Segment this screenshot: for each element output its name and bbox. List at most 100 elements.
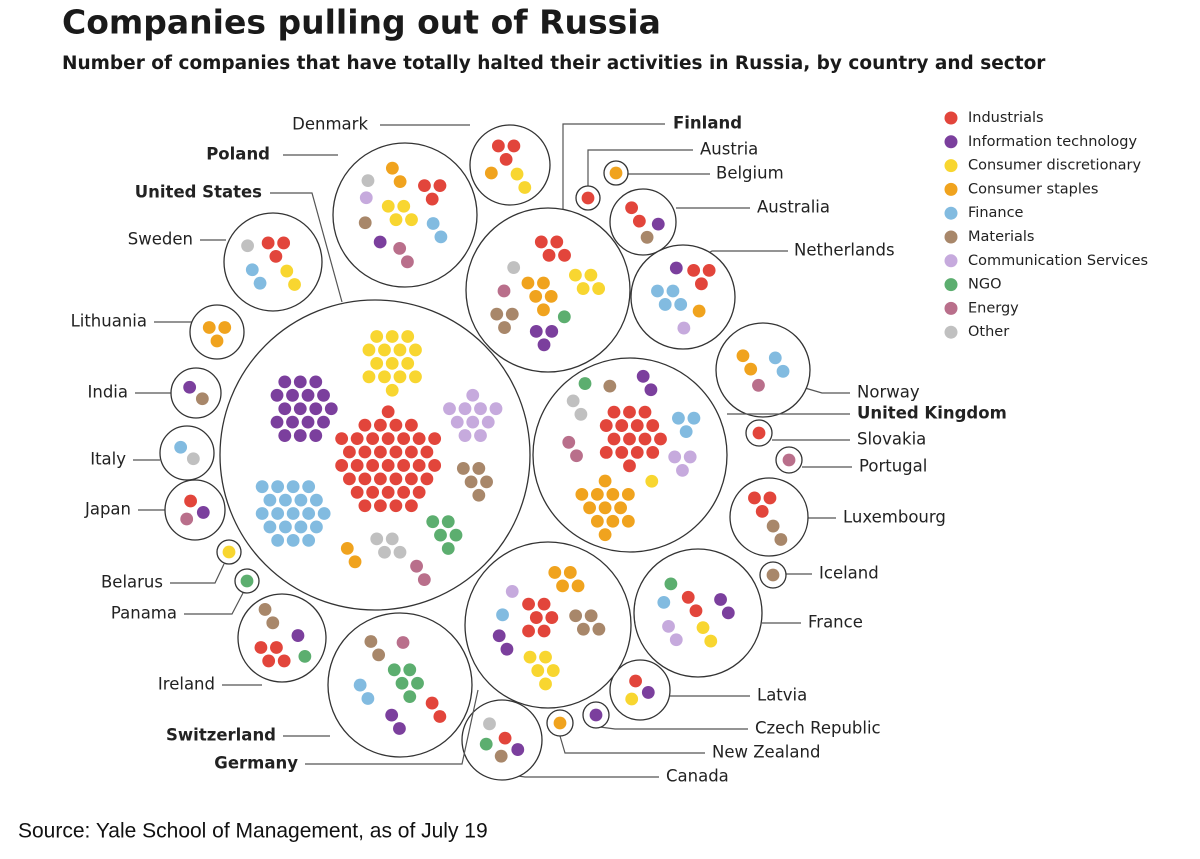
company-dot — [425, 696, 439, 710]
company-dot — [537, 303, 550, 317]
company-dot — [553, 716, 567, 730]
company-dot — [702, 263, 716, 277]
company-dot — [766, 568, 780, 582]
company-dot — [366, 459, 380, 472]
company-dot — [496, 608, 509, 622]
company-dot — [632, 214, 646, 228]
company-dot — [625, 201, 639, 215]
company-dot — [607, 432, 621, 446]
company-dot — [302, 507, 316, 520]
legend-swatch — [944, 254, 958, 268]
company-dot — [581, 191, 595, 205]
company-dot — [381, 405, 395, 419]
company-dot — [389, 472, 403, 486]
legend-swatch — [944, 159, 958, 173]
company-dot — [405, 445, 418, 459]
company-dot — [293, 429, 307, 442]
company-dot — [387, 663, 401, 677]
country-label: Luxembourg — [843, 508, 946, 527]
company-dot — [570, 449, 583, 463]
company-dot — [426, 515, 440, 529]
company-dot — [664, 577, 678, 591]
company-dot — [263, 493, 277, 507]
country-label: Japan — [84, 500, 131, 519]
company-dot — [511, 743, 525, 756]
company-dot — [428, 459, 442, 472]
company-dot — [381, 199, 395, 213]
legend-swatch — [944, 135, 958, 149]
company-dot — [425, 192, 439, 206]
company-dot — [218, 321, 232, 334]
company-dot — [544, 289, 558, 303]
country-label: Iceland — [819, 564, 879, 583]
company-dot — [174, 440, 188, 454]
company-dot — [350, 485, 364, 499]
company-dot — [539, 677, 552, 691]
country-label: Ireland — [158, 675, 215, 694]
legend-label: Communication Services — [968, 253, 1148, 269]
company-dot — [412, 432, 426, 446]
company-dot — [420, 445, 434, 459]
leader-line — [184, 592, 244, 615]
company-dot — [278, 375, 292, 389]
company-dot — [510, 167, 524, 181]
company-dot — [623, 459, 636, 473]
company-dot — [607, 405, 621, 419]
company-dot — [449, 528, 463, 542]
company-dot — [576, 622, 590, 636]
company-dot — [253, 276, 267, 290]
company-dot — [669, 633, 683, 647]
company-dot — [196, 506, 210, 519]
company-dot — [531, 664, 545, 677]
company-dot — [645, 474, 659, 488]
legend-label: Other — [968, 324, 1009, 340]
company-dot — [393, 241, 407, 255]
company-dot — [412, 459, 426, 472]
company-dot — [776, 364, 790, 378]
company-dot — [362, 370, 376, 384]
company-dot — [335, 432, 349, 446]
company-dot — [255, 480, 269, 494]
company-dot — [638, 432, 652, 446]
company-dot — [598, 528, 612, 542]
company-dot — [309, 375, 323, 389]
company-dot — [359, 191, 373, 205]
company-dot — [358, 216, 372, 230]
company-dot — [298, 649, 312, 663]
company-dot — [183, 380, 197, 394]
company-dot — [621, 514, 635, 528]
company-dot — [491, 139, 505, 153]
company-dot — [592, 282, 606, 295]
country-label: Netherlands — [794, 241, 895, 260]
company-dot — [389, 418, 403, 432]
company-dot — [646, 419, 660, 432]
company-dot — [584, 268, 598, 282]
legend-label: Finance — [968, 205, 1024, 221]
company-dot — [293, 402, 307, 416]
company-dot — [262, 654, 276, 668]
company-dot — [752, 378, 765, 392]
company-dot — [426, 217, 440, 230]
company-dot — [385, 708, 399, 722]
company-dot — [548, 566, 562, 579]
company-dot — [340, 541, 354, 555]
company-dot — [687, 263, 701, 277]
company-dot — [271, 507, 285, 520]
company-dot — [370, 356, 384, 370]
company-dot — [389, 499, 403, 513]
company-dot — [301, 388, 315, 402]
company-dot — [694, 277, 708, 291]
company-dot — [393, 370, 407, 384]
company-dot — [623, 405, 636, 419]
company-dot — [309, 402, 323, 416]
country-bubble — [609, 659, 671, 721]
company-dot — [324, 402, 338, 416]
company-dot — [278, 402, 292, 416]
company-dot — [441, 515, 455, 529]
company-dot — [666, 284, 680, 298]
company-dot — [521, 276, 535, 290]
country-label: Sweden — [128, 230, 193, 249]
company-dot — [630, 419, 644, 432]
company-dot — [353, 678, 367, 692]
company-dot — [302, 533, 316, 547]
